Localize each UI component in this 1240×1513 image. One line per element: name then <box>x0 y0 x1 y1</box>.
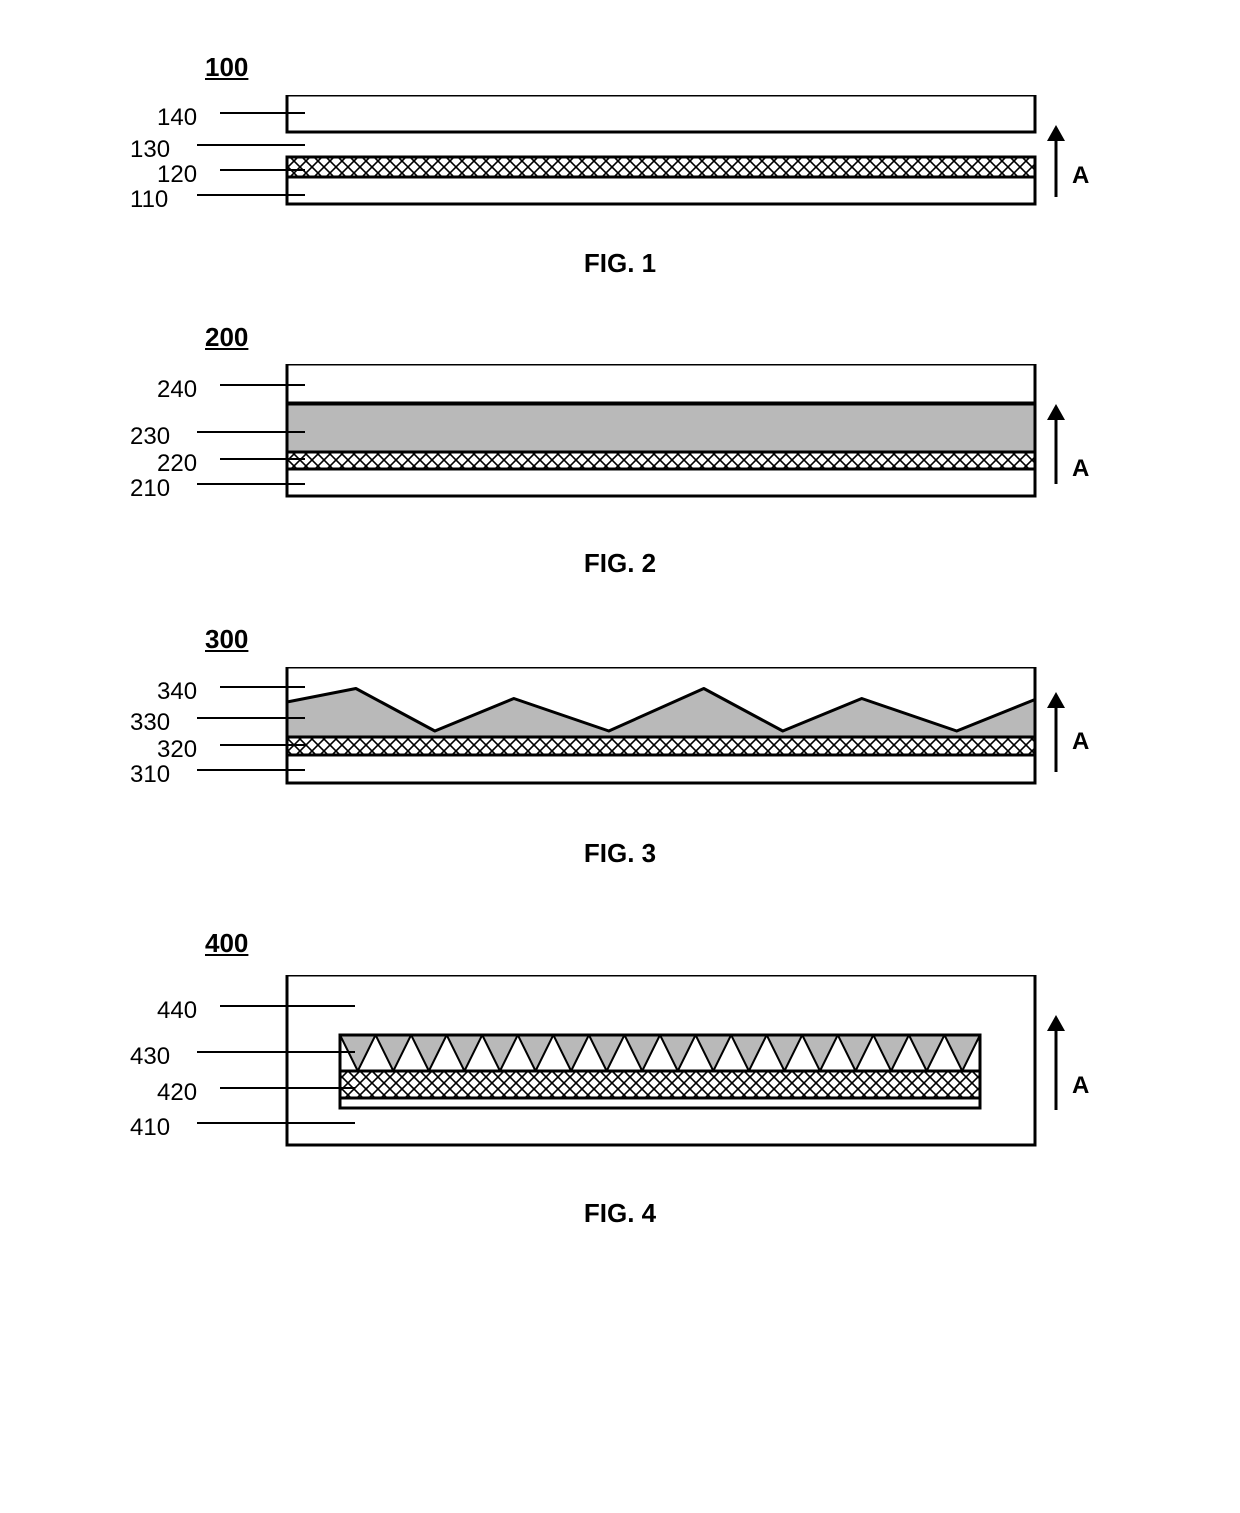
figure-id: 400 <box>205 928 248 959</box>
layer-label: 130 <box>130 136 170 163</box>
layer-rect <box>287 737 1035 755</box>
figure-id: 100 <box>205 52 248 83</box>
figure-diagram: 340 330320310 A <box>0 667 1240 792</box>
layer-label: 330 <box>130 709 170 736</box>
figure-diagram: 440 430 420 410 A <box>0 975 1240 1150</box>
arrowhead-icon <box>1047 1015 1065 1031</box>
arrow-label: A <box>1072 162 1089 189</box>
layer-label: 220 <box>157 450 197 477</box>
layer-label: 110 <box>130 186 168 210</box>
layer-rect <box>287 452 1035 469</box>
layer-rect <box>287 177 1035 204</box>
arrowhead-icon <box>1047 404 1065 420</box>
figure-caption: FIG. 3 <box>0 838 1240 869</box>
layer-rect <box>340 1098 980 1108</box>
figure-caption: FIG. 1 <box>0 248 1240 279</box>
layer-label: 340 <box>157 678 197 705</box>
layer-label: 440 <box>157 997 197 1024</box>
layer-rect <box>287 95 1035 132</box>
arrowhead-icon <box>1047 125 1065 141</box>
layer-rect <box>287 404 1035 452</box>
layer-label: 210 <box>130 475 170 502</box>
arrowhead-icon <box>1047 692 1065 708</box>
figure-id: 200 <box>205 322 248 353</box>
layer-label: 320 <box>157 736 197 763</box>
layer-rect <box>340 1071 980 1098</box>
arrow-label: A <box>1072 455 1089 482</box>
figure-id: 300 <box>205 624 248 655</box>
arrow-label: A <box>1072 1072 1089 1099</box>
figure-caption: FIG. 4 <box>0 1198 1240 1229</box>
figure-caption: FIG. 2 <box>0 548 1240 579</box>
layer-label: 430 <box>130 1043 170 1070</box>
layer-rect <box>287 469 1035 496</box>
layer-label: 120 <box>157 161 197 188</box>
layer-label: 140 <box>157 104 197 131</box>
layer-label: 420 <box>157 1079 197 1106</box>
layer-rect <box>287 157 1035 177</box>
arrow-label: A <box>1072 728 1089 755</box>
figure-diagram: 240 230220210 A <box>0 364 1240 504</box>
layer-label: 410 <box>130 1114 170 1141</box>
figure-diagram: 140 130120110 A <box>0 95 1240 210</box>
layer-rect <box>287 755 1035 783</box>
layer-label: 310 <box>130 761 170 788</box>
layer-rect <box>287 364 1035 404</box>
layer-label: 240 <box>157 376 197 403</box>
layer-label: 230 <box>130 423 170 450</box>
